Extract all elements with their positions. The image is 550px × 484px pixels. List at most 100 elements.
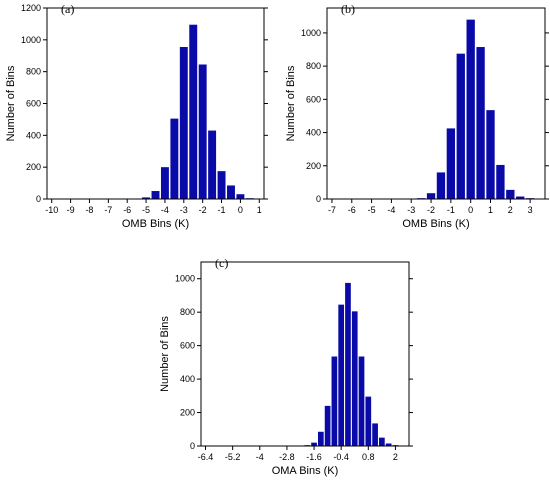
histogram-bar — [345, 282, 351, 446]
histogram-bar — [486, 110, 495, 199]
y-tick-label: 200 — [26, 162, 41, 172]
histogram-bar — [379, 437, 385, 446]
y-tick-label: 1000 — [21, 35, 41, 45]
histogram-bar — [456, 53, 465, 199]
x-tick-label: -7 — [328, 205, 336, 215]
plot-frame — [326, 7, 546, 200]
y-tick-label: 200 — [306, 161, 321, 171]
y-tick-label: 1000 — [175, 274, 195, 284]
x-tick-label: -5 — [368, 205, 376, 215]
y-tick-label: 1000 — [301, 28, 321, 38]
x-tick-label: 0 — [468, 205, 473, 215]
histogram-bar — [426, 193, 436, 199]
x-tick-label: 0.8 — [362, 452, 375, 462]
x-tick-label: 3 — [528, 205, 533, 215]
histogram-bar — [476, 47, 485, 199]
histogram-bar — [372, 423, 378, 446]
histogram-bar — [358, 356, 365, 446]
histogram-bar — [160, 167, 169, 199]
y-tick-label: 0 — [190, 441, 195, 451]
histogram-bar — [317, 431, 324, 446]
histogram-bar — [446, 128, 456, 199]
histogram-bar — [208, 130, 217, 199]
x-tick-label: -4 — [256, 452, 264, 462]
histogram-bar — [179, 47, 188, 199]
x-tick-label: 2 — [508, 205, 513, 215]
histogram-bar — [324, 405, 331, 446]
panel-label: (b) — [341, 2, 355, 16]
y-tick-label: 800 — [26, 67, 41, 77]
y-tick-label: 400 — [306, 128, 321, 138]
histogram-bar — [351, 311, 358, 446]
plot-frame — [200, 261, 410, 447]
panel-label: (a) — [61, 2, 74, 16]
panel-label: (c) — [215, 256, 228, 270]
x-tick-label: -3 — [407, 205, 415, 215]
histogram-bar — [506, 189, 515, 199]
histogram-bar — [189, 24, 198, 200]
histogram-bar — [236, 194, 245, 199]
y-tick-label: 800 — [180, 307, 195, 317]
y-tick-label: 600 — [26, 99, 41, 109]
x-tick-label: -2 — [427, 205, 435, 215]
y-tick-label: 400 — [180, 374, 195, 384]
x-tick-label: -1.6 — [306, 452, 322, 462]
x-tick-label: -1 — [218, 205, 226, 215]
x-tick-label: -7 — [104, 205, 112, 215]
y-axis-label: Number of Bins — [285, 65, 297, 141]
histogram-bar — [496, 164, 505, 199]
x-tick-label: 1 — [257, 205, 262, 215]
x-tick-label: 0 — [238, 205, 243, 215]
y-tick-label: 0 — [36, 194, 41, 204]
panel-b: -7 -6 -5 -4 -3 -2 -1 0 1 2 3 0 200 400 600 800 1000 OMB B… — [285, 2, 549, 230]
y-tick-label: 600 — [180, 341, 195, 351]
histogram-bar — [142, 197, 151, 199]
y-tick-label: 400 — [26, 130, 41, 140]
x-tick-label: -2 — [199, 205, 207, 215]
histogram-bar — [227, 185, 235, 199]
panel-c: -6.4 -5.2 -4 -2.8 -1.6 -0.4 0.8 2 0 200 400 600 800 1… — [159, 256, 413, 477]
y-tick-label: 600 — [306, 94, 321, 104]
x-tick-label: -6 — [123, 205, 131, 215]
x-tick-label: -10 — [45, 205, 58, 215]
y-axis-label: Number of Bins — [159, 316, 171, 392]
x-tick-label: -5 — [142, 205, 150, 215]
histogram-bar — [170, 118, 179, 199]
x-tick-label: -3 — [180, 205, 188, 215]
histogram-bar — [331, 356, 338, 446]
histogram-bar — [365, 396, 372, 446]
x-axis-label: OMA Bins (K) — [272, 465, 339, 477]
plot-frame — [46, 7, 265, 200]
x-tick-label: -4 — [161, 205, 169, 215]
y-axis-label: Number of Bins — [5, 65, 17, 141]
x-axis-label: OMB Bins (K) — [402, 218, 469, 230]
x-tick-label: 1 — [488, 205, 493, 215]
histogram-bar — [311, 442, 317, 446]
x-axis-label: OMB Bins (K) — [122, 218, 189, 230]
x-tick-label: -9 — [67, 205, 75, 215]
histogram-bar — [385, 443, 392, 446]
y-tick-label: 1200 — [21, 3, 41, 13]
histogram-bar — [436, 172, 446, 199]
x-tick-label: 2 — [393, 452, 398, 462]
histogram-bar — [466, 19, 475, 199]
histogram-bar — [338, 304, 345, 446]
y-tick-label: 0 — [316, 194, 321, 204]
y-tick-label: 800 — [306, 61, 321, 71]
x-tick-label: -5.2 — [225, 452, 241, 462]
y-tick-label: 200 — [180, 408, 195, 418]
x-tick-label: -6.4 — [198, 452, 214, 462]
x-tick-label: -1 — [447, 205, 455, 215]
panel-a: -10 -9 -8 -7 -6 -5 -4 -3 -2 -1 0 102004006008001000… — [5, 2, 268, 230]
x-tick-label: -6 — [348, 205, 356, 215]
histogram-bar — [217, 171, 226, 199]
histogram-bar — [151, 191, 160, 199]
histogram-bar — [198, 64, 207, 199]
histogram-bar — [516, 196, 525, 199]
x-tick-label: -4 — [387, 205, 395, 215]
x-tick-label: -8 — [85, 205, 93, 215]
x-tick-label: -0.4 — [333, 452, 349, 462]
x-tick-label: -2.8 — [279, 452, 295, 462]
